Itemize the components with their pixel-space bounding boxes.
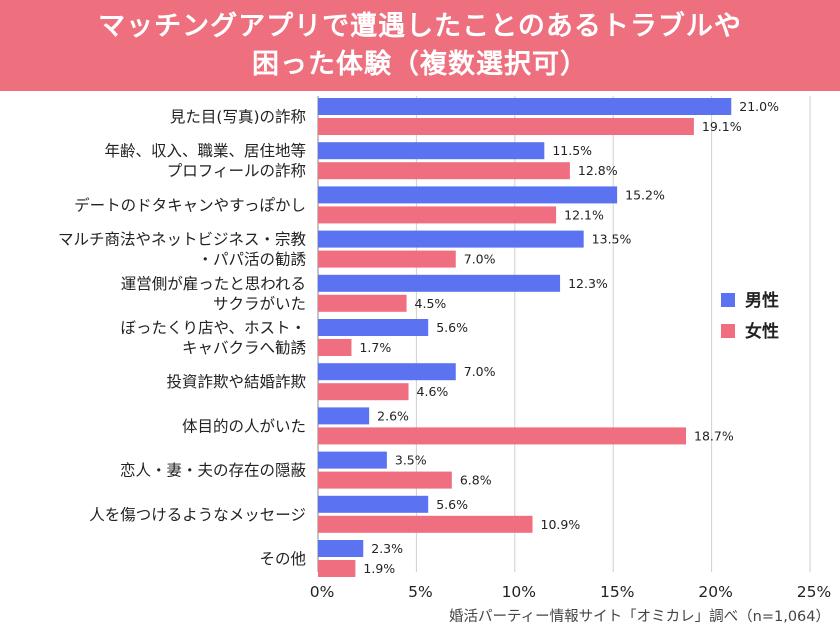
category-label: 恋人・妻・夫の存在の隠蔽 (120, 461, 307, 480)
bar-female (318, 162, 570, 180)
bar-male (318, 98, 732, 115)
bar-female (318, 515, 533, 533)
data-label-male: 7.0% (464, 364, 496, 379)
data-label-male: 13.5% (592, 232, 632, 247)
bar-female (318, 471, 452, 489)
bar-female (318, 560, 356, 577)
data-label-female: 6.8% (460, 473, 492, 488)
data-label-male: 21.0% (739, 99, 779, 114)
category-label: プロフィールの詐称 (167, 162, 306, 180)
bar-male (318, 451, 387, 469)
data-label-female: 12.1% (564, 207, 604, 222)
data-label-female: 19.1% (702, 119, 742, 134)
bar-male (318, 319, 429, 336)
bar-female (318, 118, 694, 135)
category-label: その他 (259, 550, 306, 568)
x-tick-label: 5% (408, 583, 433, 601)
category-label: 年齢、収入、職業、居住地等 (104, 142, 306, 160)
bar-male (318, 495, 429, 513)
data-label-female: 18.7% (694, 428, 734, 443)
chart-title-banner: マッチングアプリで遭遇したことのあるトラブルや 困った体験（複数選択可） (0, 0, 840, 91)
x-tick-label: 25% (797, 583, 831, 601)
data-label-female: 12.8% (578, 163, 618, 178)
data-label-male: 15.2% (625, 187, 665, 202)
legend-label-male: 男性 (745, 290, 779, 311)
category-label: サクラがいた (213, 295, 306, 313)
category-label: ・パパ活の勧誘 (197, 251, 306, 269)
legend-swatch-male (721, 293, 735, 307)
legend-swatch-female (721, 324, 735, 338)
data-label-male: 2.6% (377, 408, 409, 423)
bar-female (318, 206, 557, 224)
bar-male (318, 274, 561, 292)
data-label-female: 10.9% (541, 517, 581, 532)
bar-female (318, 339, 352, 356)
category-label: マルチ商法やネットビジネス・宗教 (58, 231, 307, 249)
bar-male (318, 142, 545, 160)
bar-female (318, 427, 687, 445)
bar-female (318, 383, 409, 401)
x-tick-label: 0% (310, 583, 335, 601)
data-label-male: 11.5% (552, 143, 592, 158)
category-label: 運営側が雇ったと思われる (121, 275, 306, 293)
data-label-female: 1.7% (359, 340, 391, 355)
data-label-male: 2.3% (371, 541, 403, 556)
chart-title-line-1: マッチングアプリで遭遇したことのあるトラブルや (98, 10, 742, 42)
x-tick-label: 10% (502, 583, 536, 601)
x-tick-label: 15% (600, 583, 634, 601)
data-label-male: 5.6% (436, 497, 468, 512)
bar-male (318, 230, 584, 248)
bar-male (318, 407, 370, 425)
data-label-male: 3.5% (395, 453, 427, 468)
data-label-female: 7.0% (464, 252, 496, 267)
bar-female (318, 294, 407, 312)
data-label-female: 4.5% (415, 296, 447, 311)
data-label-male: 5.6% (436, 320, 468, 335)
data-label-female: 4.6% (417, 384, 449, 399)
data-label-female: 1.9% (363, 561, 395, 576)
category-label: 人を傷つけるようなメッセージ (89, 506, 306, 524)
category-label: ぼったくり店や、ホスト・ (120, 319, 306, 337)
category-label: 投資詐欺や結婚詐欺 (166, 373, 306, 391)
category-label: キャバクラへ勧誘 (182, 339, 307, 357)
bar-male (318, 540, 364, 557)
bar-female (318, 250, 456, 268)
legend-label-female: 女性 (745, 321, 779, 342)
source-note: 婚活パーティー情報サイト「オミカレ」調べ（n=1,064） (449, 608, 830, 625)
category-label: 体目的の人がいた (182, 417, 306, 435)
category-label: デートのドタキャンやすっぽかし (74, 195, 306, 214)
category-label: 見た目(写真)の詐称 (170, 108, 306, 126)
bar-male (318, 363, 456, 381)
chart-title-line-2: 困った体験（複数選択可） (252, 48, 588, 80)
x-tick-label: 20% (698, 583, 732, 601)
data-label-male: 12.3% (568, 276, 608, 291)
bar-male (318, 186, 618, 204)
